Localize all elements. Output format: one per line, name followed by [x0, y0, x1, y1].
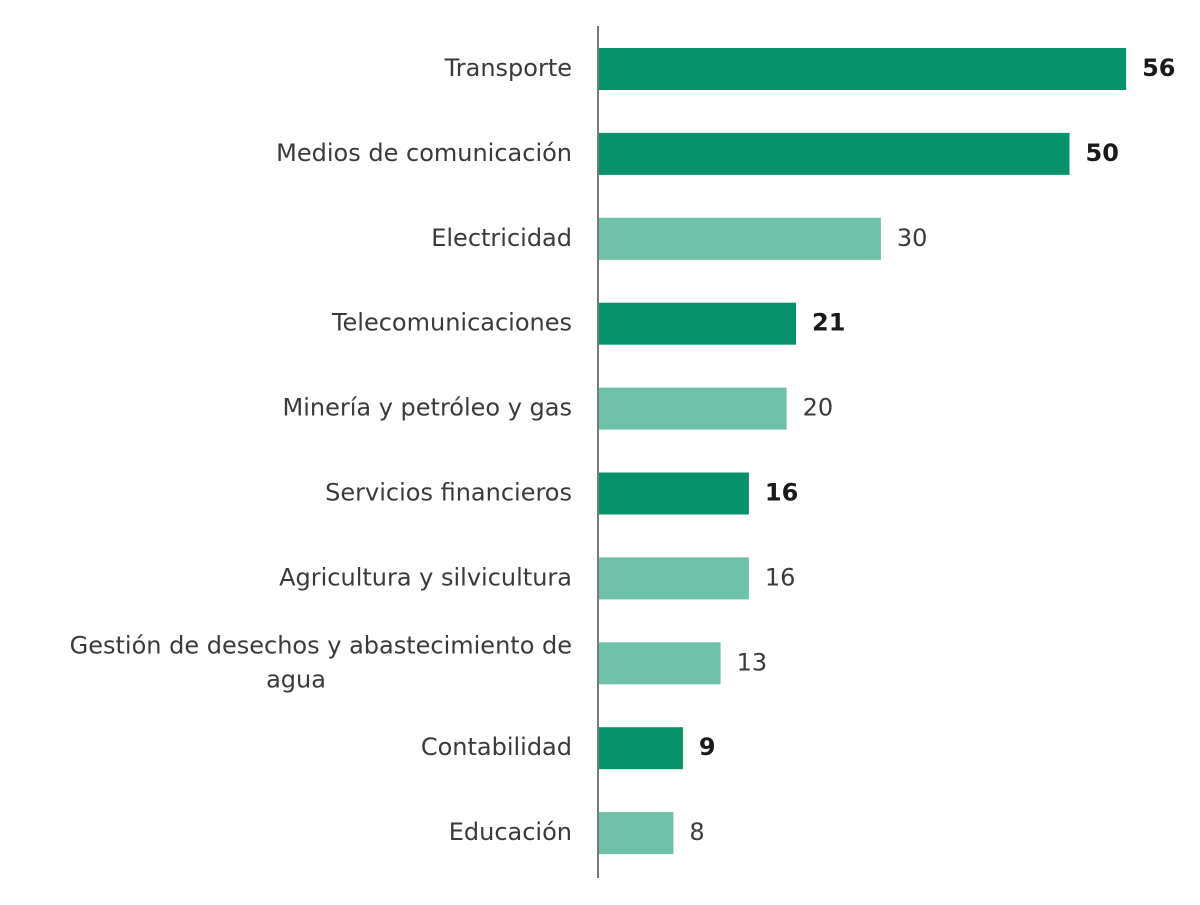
- bar-8: [598, 642, 721, 685]
- value-label: 50: [1086, 139, 1119, 167]
- bar-4: [598, 302, 796, 345]
- bar-6: [598, 472, 749, 515]
- bar-2: [598, 132, 1070, 175]
- category-label: Electricidad: [431, 224, 572, 252]
- value-label: 30: [897, 224, 928, 252]
- category-label: Contabilidad: [421, 733, 572, 761]
- category-label: Medios de comunicación: [276, 139, 572, 167]
- bar-9: [598, 727, 683, 770]
- bar-3: [598, 217, 881, 260]
- value-label: 21: [812, 309, 845, 337]
- value-label: 20: [803, 394, 834, 422]
- value-label: 56: [1142, 54, 1175, 82]
- value-label: 8: [689, 818, 704, 846]
- category-label: Minería y petróleo y gas: [282, 394, 572, 422]
- bar-1: [598, 48, 1127, 90]
- category-label: Agricultura y silvicultura: [279, 563, 572, 591]
- value-label: 13: [737, 648, 768, 676]
- category-label: Servicios financieros: [325, 479, 572, 507]
- value-label: 16: [765, 479, 798, 507]
- category-label: Gestión de desechos y abastecimiento de a…: [70, 631, 572, 693]
- value-label: 9: [699, 733, 716, 761]
- category-label: Educación: [449, 818, 572, 846]
- bar-7: [598, 557, 749, 600]
- category-label: Telecomunicaciones: [331, 309, 572, 337]
- value-label: 16: [765, 563, 796, 591]
- bar-5: [598, 387, 787, 430]
- category-label: Transporte: [444, 54, 572, 82]
- bar-10: [598, 812, 674, 855]
